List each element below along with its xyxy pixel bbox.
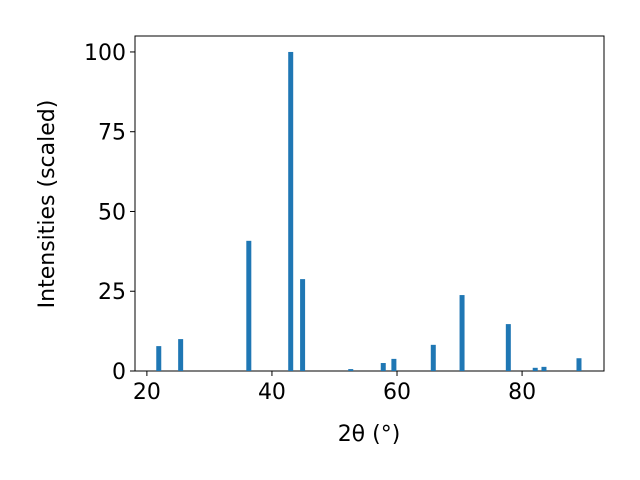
bar bbox=[246, 240, 252, 371]
y-axis-label: Intensities (scaled) bbox=[35, 100, 60, 309]
x-tick-label: 60 bbox=[383, 380, 411, 405]
bar bbox=[348, 369, 354, 371]
y-tick-label: 50 bbox=[98, 200, 126, 225]
bar bbox=[541, 366, 547, 371]
plot-frame bbox=[134, 35, 605, 372]
x-tick-label: 20 bbox=[133, 380, 161, 405]
bar bbox=[288, 51, 294, 371]
bar bbox=[178, 339, 184, 371]
x-tick-label: 40 bbox=[258, 380, 286, 405]
bar bbox=[505, 324, 511, 371]
bar bbox=[391, 358, 397, 371]
y-tick-label: 25 bbox=[98, 280, 126, 305]
x-axis-label: 2θ (°) bbox=[338, 422, 401, 447]
bar bbox=[459, 295, 465, 371]
bar bbox=[156, 346, 162, 371]
y-tick-label: 100 bbox=[84, 41, 126, 66]
bar bbox=[300, 279, 306, 371]
y-tick-label: 75 bbox=[98, 121, 126, 146]
bar bbox=[380, 363, 386, 371]
bar bbox=[532, 367, 538, 371]
y-tick-label: 0 bbox=[112, 360, 126, 385]
x-tick-label: 80 bbox=[508, 380, 536, 405]
bar bbox=[430, 344, 436, 371]
bar bbox=[576, 358, 582, 371]
